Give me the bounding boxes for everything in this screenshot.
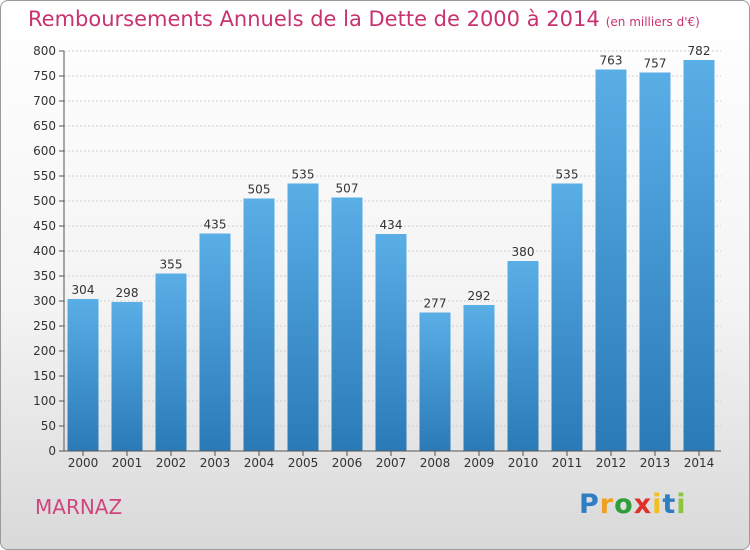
data-label-2011: 535 bbox=[556, 168, 579, 182]
y-tick-label: 0 bbox=[48, 444, 56, 458]
data-label-2012: 763 bbox=[600, 54, 623, 68]
chart-title-text: Remboursements Annuels de la Dette de 20… bbox=[28, 7, 600, 31]
x-tick-label-2011: 2011 bbox=[552, 456, 583, 470]
x-tick-label-2010: 2010 bbox=[508, 456, 539, 470]
logo-letter: i bbox=[652, 489, 663, 520]
logo-letter: r bbox=[599, 489, 615, 520]
y-tick-label: 400 bbox=[33, 244, 56, 258]
data-label-2004: 505 bbox=[248, 183, 271, 197]
data-label-2010: 380 bbox=[512, 245, 535, 259]
town-name: MARNAZ bbox=[35, 495, 123, 519]
bar-2013 bbox=[639, 72, 671, 451]
data-label-2002: 355 bbox=[160, 258, 183, 272]
data-label-2001: 298 bbox=[116, 286, 139, 300]
bar-2011 bbox=[551, 183, 583, 451]
y-tick-label: 350 bbox=[33, 269, 56, 283]
data-label-2008: 277 bbox=[424, 297, 447, 311]
axis-layer: 0 50 100 150 200 250 300 350 400 450 500 550 600 650 7… bbox=[33, 44, 721, 470]
y-tick-label: 600 bbox=[33, 144, 56, 158]
y-tick-label: 200 bbox=[33, 344, 56, 358]
data-label-2007: 434 bbox=[380, 218, 403, 232]
x-tick-label-2006: 2006 bbox=[332, 456, 363, 470]
x-tick-label-2009: 2009 bbox=[464, 456, 495, 470]
y-tick-label: 50 bbox=[41, 419, 56, 433]
bar-2012 bbox=[595, 69, 627, 451]
y-tick-label: 550 bbox=[33, 169, 56, 183]
x-tick-label-2005: 2005 bbox=[288, 456, 319, 470]
bar-2007 bbox=[375, 234, 407, 451]
x-tick-label-2012: 2012 bbox=[596, 456, 627, 470]
data-label-2013: 757 bbox=[644, 57, 667, 71]
x-tick-label-2013: 2013 bbox=[640, 456, 671, 470]
data-label-2005: 535 bbox=[292, 168, 315, 182]
x-tick-label-2007: 2007 bbox=[376, 456, 407, 470]
bar-2010 bbox=[507, 261, 539, 451]
y-tick-label: 300 bbox=[33, 294, 56, 308]
data-label-2014: 782 bbox=[688, 44, 711, 58]
y-tick-label: 650 bbox=[33, 119, 56, 133]
bar-2003 bbox=[199, 233, 231, 451]
y-tick-label: 150 bbox=[33, 369, 56, 383]
logo-letter: i bbox=[676, 489, 687, 520]
logo-letter: P bbox=[579, 489, 600, 520]
bar-2014 bbox=[683, 60, 715, 451]
data-label-2006: 507 bbox=[336, 182, 359, 196]
chart-subtitle: (en milliers d'€) bbox=[605, 15, 700, 29]
chart-title: Remboursements Annuels de la Dette de 20… bbox=[28, 7, 700, 31]
y-tick-label: 700 bbox=[33, 94, 56, 108]
y-tick-label: 500 bbox=[33, 194, 56, 208]
y-tick-label: 100 bbox=[33, 394, 56, 408]
bar-2009 bbox=[463, 305, 495, 451]
bar-2008 bbox=[419, 312, 451, 451]
bar-2002 bbox=[155, 273, 187, 451]
bar-2000 bbox=[67, 299, 99, 451]
data-label-2003: 435 bbox=[204, 218, 227, 232]
x-tick-label-2014: 2014 bbox=[684, 456, 715, 470]
bar-2004 bbox=[243, 198, 275, 451]
proxiti-logo[interactable]: Proxiti bbox=[579, 489, 687, 520]
data-label-2000: 304 bbox=[72, 283, 95, 297]
x-tick-label-2004: 2004 bbox=[244, 456, 275, 470]
y-tick-label: 750 bbox=[33, 69, 56, 83]
y-tick-label: 250 bbox=[33, 319, 56, 333]
bar-2006 bbox=[331, 197, 363, 451]
x-tick-label-2000: 2000 bbox=[68, 456, 99, 470]
y-tick-label: 450 bbox=[33, 219, 56, 233]
bar-2001 bbox=[111, 302, 143, 451]
x-tick-label-2002: 2002 bbox=[156, 456, 187, 470]
logo-letter: t bbox=[662, 489, 677, 520]
y-tick-label: 800 bbox=[33, 44, 56, 58]
bar-2005 bbox=[287, 183, 319, 451]
logo-letter: o bbox=[614, 489, 634, 520]
bar-layer: 304 298 355 435 505 535 507 434 277 292 380 535 763 7… bbox=[67, 44, 715, 451]
data-label-2009: 292 bbox=[468, 289, 491, 303]
x-tick-label-2001: 2001 bbox=[112, 456, 143, 470]
x-tick-label-2008: 2008 bbox=[420, 456, 451, 470]
x-tick-label-2003: 2003 bbox=[200, 456, 231, 470]
logo-letter: x bbox=[633, 489, 653, 520]
